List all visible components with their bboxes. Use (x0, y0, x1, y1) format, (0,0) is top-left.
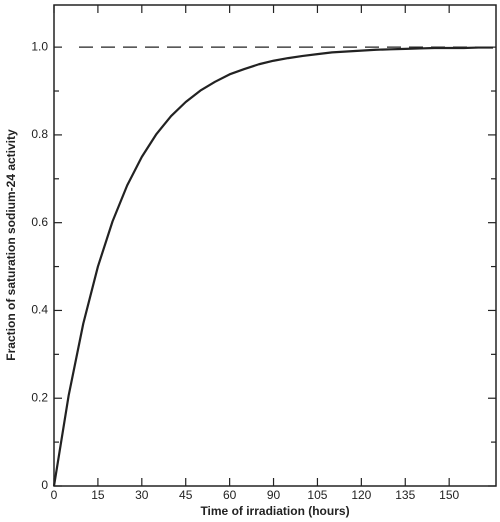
x-tick-label: 120 (351, 488, 371, 502)
y-tick-label: 1.0 (31, 39, 48, 53)
x-tick-label: 135 (395, 488, 415, 502)
y-axis-title: Fraction of saturation sodium-24 activit… (4, 129, 18, 361)
y-tick-label: 0.6 (31, 215, 48, 229)
x-tick-label: 90 (267, 488, 281, 502)
x-axis-title: Time of irradiation (hours) (200, 504, 349, 518)
y-tick-label: 0.4 (31, 303, 48, 317)
saturation-curve (52, 46, 494, 487)
x-tick-label: 150 (439, 488, 459, 502)
x-tick-label: 15 (91, 488, 105, 502)
x-tick-label: 60 (223, 488, 237, 502)
y-tick-label: 0 (41, 478, 48, 492)
plot-frame (53, 4, 497, 487)
x-tick-label: 0 (51, 488, 58, 502)
x-tick-label: 105 (307, 488, 327, 502)
x-tick-label: 30 (135, 488, 149, 502)
x-tick-label: 45 (179, 488, 193, 502)
y-tick-label: 0.2 (31, 390, 48, 404)
y-tick-label: 0.8 (31, 127, 48, 141)
